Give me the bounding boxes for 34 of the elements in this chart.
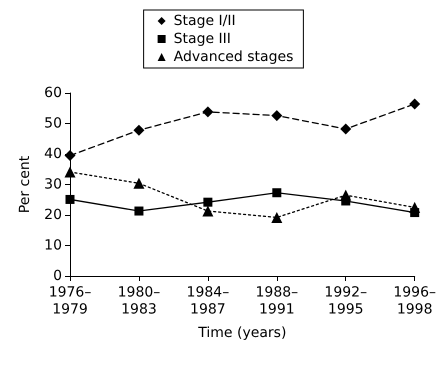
y-tick-label: 30 bbox=[44, 176, 62, 192]
legend-label: Stage III bbox=[174, 31, 231, 47]
point bbox=[202, 206, 214, 217]
point bbox=[271, 212, 282, 223]
x-tick-label: 1992– 1995 bbox=[324, 284, 368, 318]
point bbox=[202, 106, 214, 118]
point bbox=[133, 124, 144, 136]
y-axis-title: Per cent bbox=[17, 155, 33, 214]
y-tick-label: 50 bbox=[44, 116, 62, 132]
x-axis-title: Time (years) bbox=[197, 325, 286, 341]
x-tick-label: 1988– 1991 bbox=[255, 284, 298, 318]
point bbox=[272, 188, 282, 198]
legend-label: Advanced stages bbox=[174, 49, 294, 65]
point bbox=[64, 166, 76, 178]
point bbox=[410, 208, 420, 218]
y-tick-label: 0 bbox=[53, 268, 62, 284]
point bbox=[409, 98, 420, 110]
x-tick-label: 1980– 1983 bbox=[118, 284, 160, 318]
x-tick-label: 1996– 1998 bbox=[393, 284, 436, 318]
x-tick-label: 1984– 1987 bbox=[186, 284, 230, 318]
x-tick-label: 1976– 1979 bbox=[48, 284, 92, 318]
y-tick-label: 40 bbox=[44, 146, 62, 162]
point bbox=[66, 194, 74, 204]
point bbox=[341, 196, 350, 206]
point bbox=[133, 178, 144, 189]
point bbox=[134, 206, 144, 216]
y-tick-label: 10 bbox=[44, 238, 62, 254]
y-tick-label: 60 bbox=[44, 85, 62, 101]
point bbox=[64, 150, 76, 162]
y-tick-label: 20 bbox=[44, 207, 62, 223]
point bbox=[203, 198, 212, 207]
point bbox=[340, 123, 352, 134]
point bbox=[271, 110, 282, 122]
legend-label: Stage I/II bbox=[174, 13, 236, 29]
